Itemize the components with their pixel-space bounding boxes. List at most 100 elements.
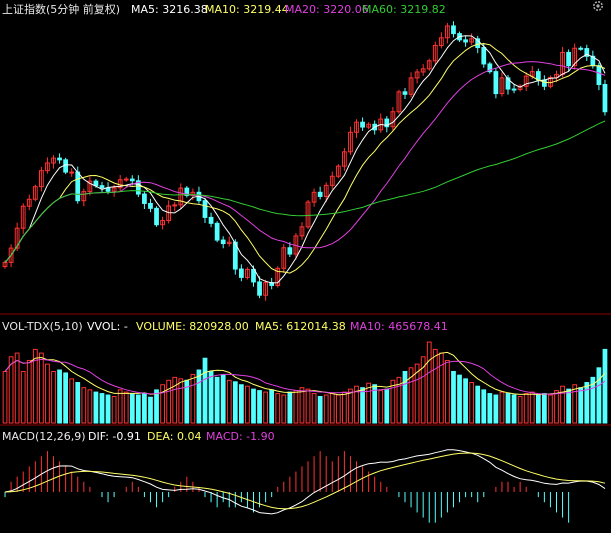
volume-bar <box>57 369 62 424</box>
candle-up <box>69 171 75 174</box>
candle-up <box>26 198 32 207</box>
volume-bar <box>75 382 81 424</box>
volume-bar <box>263 391 268 424</box>
candle-up <box>51 157 56 164</box>
volume-bar <box>232 381 238 424</box>
volume-bar <box>166 379 172 424</box>
candle-down <box>75 171 81 202</box>
price-legend-ma10: MA10: 3219.44 <box>205 3 289 16</box>
volume-bar <box>517 396 523 424</box>
volume-bar <box>420 356 426 424</box>
candle-up <box>166 205 172 222</box>
volume-bar <box>208 370 214 424</box>
candle-down <box>463 39 468 43</box>
candle-up <box>438 37 444 46</box>
volume-bar <box>487 393 493 424</box>
volume-bar <box>275 393 281 424</box>
candle-down <box>142 193 147 204</box>
volume-bar <box>45 363 50 424</box>
candle-down <box>481 47 487 65</box>
candle-down <box>511 88 517 91</box>
volume-bar <box>14 352 20 424</box>
volume-bar <box>245 385 250 424</box>
volume-bar <box>26 359 32 424</box>
candle-up <box>81 191 87 202</box>
volume-bar <box>445 359 450 424</box>
volume-bar <box>372 384 378 424</box>
volume-bar <box>117 389 123 424</box>
candle-down <box>578 47 584 50</box>
volume-bar <box>123 391 129 424</box>
volume-bar <box>523 393 529 424</box>
volume-bar <box>99 393 105 424</box>
volume-bar <box>457 374 462 424</box>
candle-up <box>420 68 426 73</box>
macd-legend-dif: DIF: -0.91 <box>88 430 141 443</box>
volume-bar <box>69 378 75 424</box>
candle-up <box>226 241 232 245</box>
candle-up <box>111 187 117 192</box>
candle-down <box>202 200 208 218</box>
volume-bar <box>384 388 390 424</box>
candle-up <box>8 247 14 263</box>
candle-up <box>87 180 93 193</box>
volume-bar <box>111 396 117 424</box>
candle-down <box>154 207 159 226</box>
volume-panel-title: VOL-TDX(5,10) <box>2 320 83 333</box>
volume-bar <box>402 370 408 424</box>
volume-bar <box>378 390 384 424</box>
candle-down <box>99 185 105 189</box>
volume-bar <box>578 387 584 424</box>
candle-down <box>238 268 244 278</box>
volume-bar <box>238 384 244 424</box>
candle-up <box>20 205 26 229</box>
candle-up <box>178 187 184 206</box>
volume-bar <box>348 388 353 424</box>
gear-icon[interactable] <box>593 1 603 11</box>
candle-down <box>451 25 456 35</box>
volume-bar <box>541 393 547 424</box>
volume-bar <box>505 393 511 424</box>
price-legend-ma60: MA60: 3219.82 <box>362 3 446 16</box>
candle-up <box>160 220 165 226</box>
volume-bar <box>360 387 365 424</box>
volume-bar <box>105 394 111 424</box>
macd-panel-title: MACD(12,26,9) <box>2 430 86 443</box>
candle-up <box>432 44 438 62</box>
dif-line <box>4 449 606 515</box>
volume-bar <box>257 390 262 424</box>
price-legend-ma5: MA5: 3216.38 <box>131 3 208 16</box>
candle-down <box>541 79 547 87</box>
volume-panel <box>2 341 608 424</box>
volume-bar <box>63 372 69 424</box>
macd-panel <box>4 449 606 523</box>
volume-bar <box>414 363 420 424</box>
candle-up <box>499 77 505 95</box>
volume-bar <box>432 348 438 424</box>
candle-down <box>287 247 293 255</box>
price-panel <box>2 21 608 301</box>
candle-down <box>402 91 408 95</box>
macd-legend-macd: MACD: -1.90 <box>206 430 275 443</box>
volume-bar <box>226 379 232 424</box>
candle-up <box>299 226 305 237</box>
candle-up <box>354 121 359 133</box>
volume-bar <box>287 391 293 424</box>
volume-bar <box>481 389 487 424</box>
candle-down <box>602 84 608 113</box>
candle-up <box>348 131 353 153</box>
candle-up <box>275 267 281 286</box>
volume-bar <box>529 391 535 424</box>
volume-bar <box>93 391 99 424</box>
candle-up <box>529 71 535 77</box>
candle-up <box>117 179 123 189</box>
volume-bar <box>469 382 475 424</box>
volume-bar <box>299 387 305 424</box>
candle-down <box>475 38 481 49</box>
candle-up <box>390 111 396 128</box>
candle-up <box>335 165 341 177</box>
candle-down <box>487 63 493 73</box>
volume-bar <box>463 378 468 424</box>
candle-up <box>426 60 432 70</box>
volume-bar <box>548 394 553 424</box>
